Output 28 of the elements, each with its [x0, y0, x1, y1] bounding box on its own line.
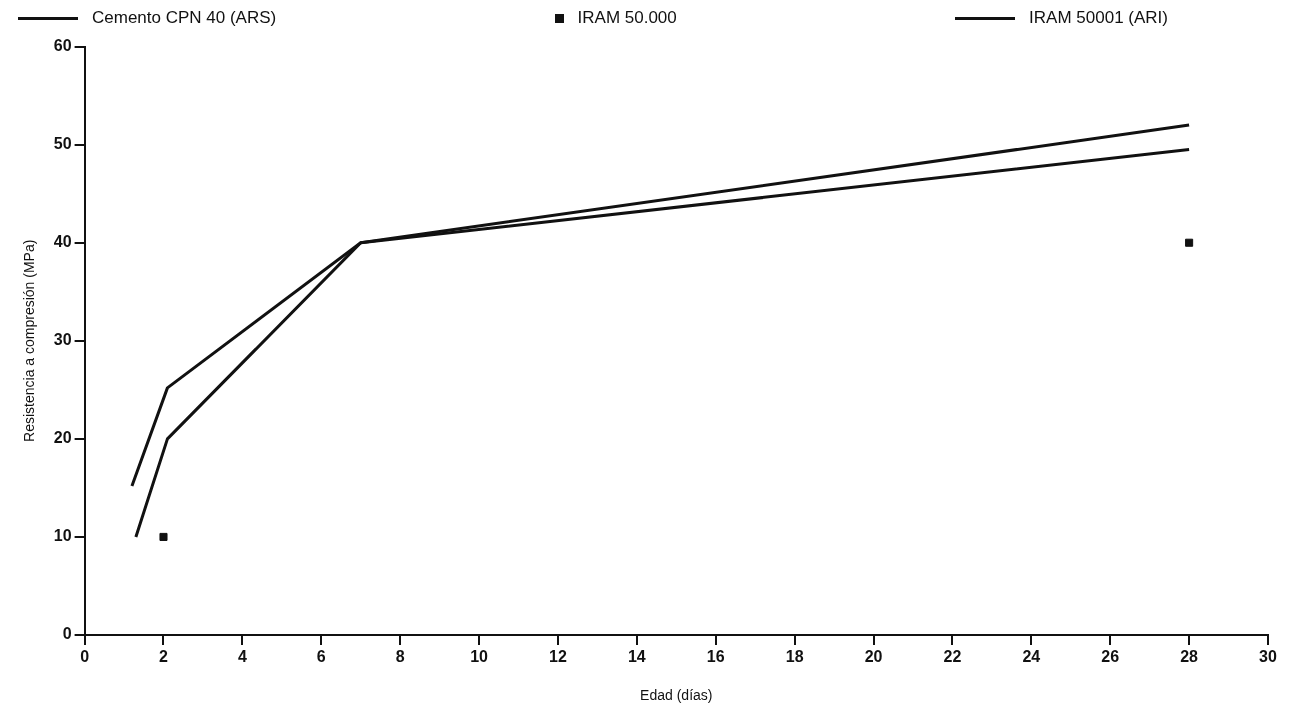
y-tick-label: 50: [53, 135, 72, 153]
legend-label: IRAM 50.000: [577, 8, 677, 28]
x-tick-label: 2: [159, 648, 169, 666]
x-tick-label: 14: [627, 648, 646, 666]
x-tick-label: 20: [864, 648, 883, 666]
y-tick-label: 30: [53, 331, 72, 349]
x-tick-label: 16: [706, 648, 725, 666]
x-tick-label: 24: [1022, 648, 1041, 666]
x-axis-title: Edad (días): [640, 687, 713, 704]
y-tick-label: 10: [53, 527, 72, 545]
y-tick-label: 60: [53, 37, 72, 55]
x-tick-label: 28: [1180, 648, 1199, 666]
x-tick-label: 8: [395, 648, 405, 666]
x-tick-label: 22: [943, 648, 962, 666]
x-tick-label: 18: [785, 648, 804, 666]
y-tick-label: 0: [62, 625, 72, 643]
x-tick-label: 4: [237, 648, 247, 666]
x-tick-label: 12: [549, 648, 567, 666]
y-tick-label: 20: [53, 429, 72, 447]
x-tick-label: 6: [316, 648, 326, 666]
y-tick-label: 40: [53, 233, 72, 251]
x-tick-label: 26: [1101, 648, 1120, 666]
legend-label: IRAM 50001 (ARI): [1029, 8, 1168, 28]
x-tick-label: 10: [470, 648, 489, 666]
y-axis-title: Resistencia a compresión (MPa): [21, 239, 38, 442]
x-tick-label: 0: [80, 648, 90, 666]
x-tick-label: 30: [1259, 648, 1277, 666]
legend-label: Cemento CPN 40 (ARS): [92, 8, 277, 28]
